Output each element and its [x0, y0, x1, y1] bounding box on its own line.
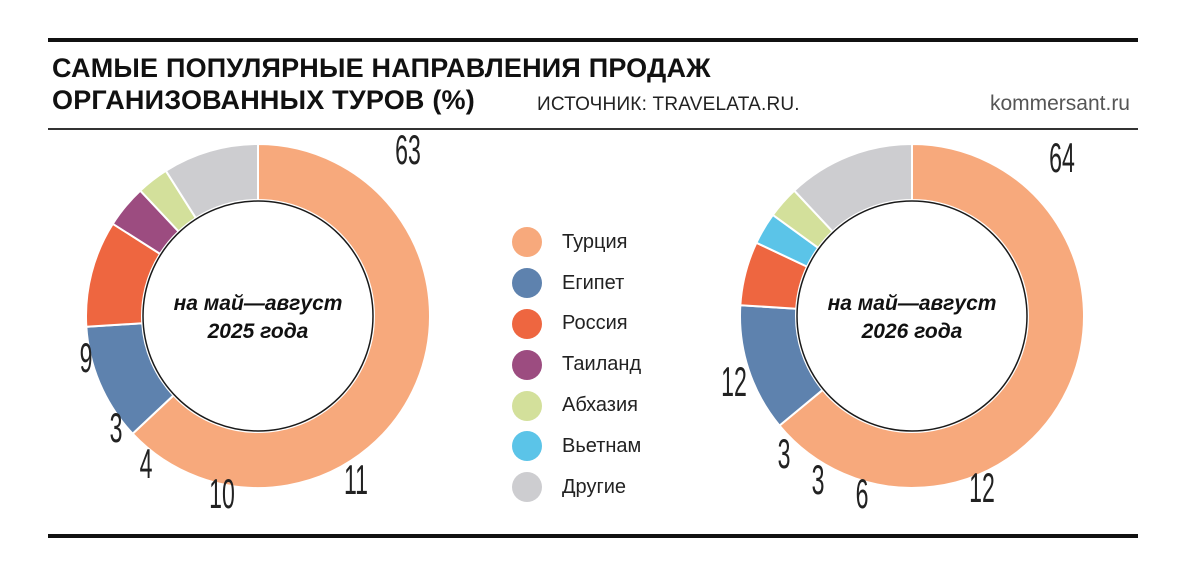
legend-item: Турция — [512, 222, 641, 263]
legend-swatch — [512, 308, 542, 339]
legend-swatch — [512, 472, 542, 503]
top-rule — [48, 38, 1138, 42]
header-divider — [48, 128, 1138, 130]
legend-item: Абхазия — [512, 385, 641, 426]
legend-swatch — [512, 268, 542, 299]
source-note: ИСТОЧНИК: TRAVELATA.RU. — [537, 94, 800, 115]
donut-hole — [142, 200, 374, 432]
legend-swatch — [512, 227, 542, 258]
slice-value-label: 64 — [1049, 135, 1075, 182]
slice-value-label: 12 — [969, 465, 995, 512]
legend-swatch — [512, 431, 542, 462]
donut-slice — [792, 142, 913, 233]
title-line-1: САМЫЕ ПОПУЛЯРНЫЕ НАПРАВЛЕНИЯ ПРОДАЖ — [52, 53, 711, 83]
donut-hole — [796, 200, 1028, 432]
slice-value-label: 3 — [812, 457, 825, 504]
slice-value-label: 10 — [209, 471, 235, 518]
donut-center-label: на май—август — [174, 292, 343, 315]
donut-slice — [164, 142, 259, 220]
legend-label: Россия — [562, 312, 628, 335]
bottom-rule — [48, 534, 1138, 538]
legend-swatch — [512, 390, 542, 421]
chart-title: САМЫЕ ПОПУЛЯРНЫЕ НАПРАВЛЕНИЯ ПРОДАЖ ОРГА… — [52, 52, 711, 116]
legend-item: Другие — [512, 467, 641, 508]
title-line-2: ОРГАНИЗОВАННЫХ ТУРОВ (%) — [52, 85, 475, 115]
slice-value-label: 6 — [856, 471, 869, 518]
donut-slice — [778, 142, 1085, 489]
legend-label: Вьетнам — [562, 434, 642, 457]
legend-label: Другие — [562, 475, 627, 498]
donut-center-label: 2025 года — [207, 320, 309, 343]
donut-slice — [131, 142, 431, 489]
slice-value-label: 3 — [110, 405, 123, 452]
slice-value-label: 3 — [778, 431, 791, 478]
legend-item: Таиланд — [512, 344, 641, 385]
donut-center-label: на май—август — [828, 292, 997, 315]
donut-center-label: 2026 года — [861, 320, 963, 343]
legend-label: Таиланд — [562, 353, 642, 376]
slice-value-label: 11 — [344, 457, 368, 504]
legend-label: Египет — [562, 271, 625, 294]
legend-label: Турция — [562, 230, 628, 253]
legend-label: Абхазия — [562, 394, 638, 417]
legend-item: Россия — [512, 304, 641, 345]
legend-item: Вьетнам — [512, 426, 641, 467]
brand-link[interactable]: kommersant.ru — [989, 92, 1130, 115]
slice-value-label: 63 — [395, 127, 421, 174]
slice-value-label: 12 — [721, 359, 747, 406]
legend: Турция Египет Россия Таиланд Абхазия Вьетнам Д… — [512, 222, 641, 508]
slice-value-label: 4 — [140, 441, 153, 488]
slice-value-label: 9 — [80, 335, 93, 382]
legend-item: Египет — [512, 263, 641, 304]
legend-swatch — [512, 349, 542, 380]
